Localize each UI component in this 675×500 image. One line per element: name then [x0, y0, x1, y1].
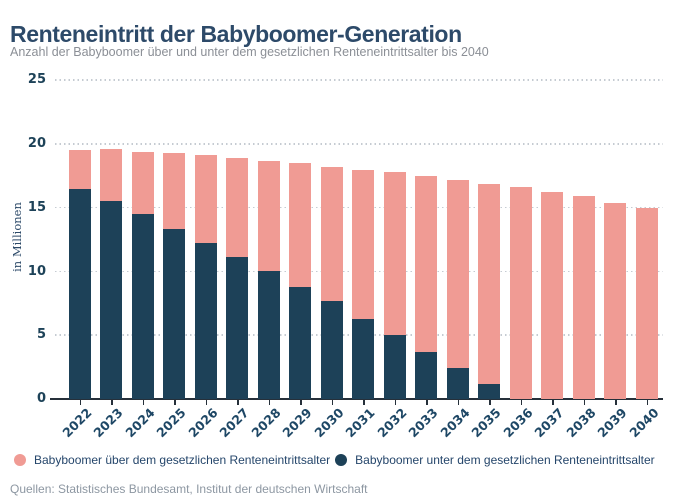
y-tick-label-10: 10 [27, 263, 46, 279]
bar-segment-over-2030 [320, 166, 343, 301]
bar-segment-over-2023 [100, 149, 122, 202]
bar-segment-over-2032 [383, 172, 406, 336]
bar-2031 [352, 169, 374, 400]
bar-segment-over-2033 [415, 175, 437, 352]
bar-segment-under-2026 [194, 243, 217, 399]
bar-segment-over-2027 [226, 158, 248, 258]
bar-segment-over-2026 [194, 155, 217, 244]
bar-segment-over-2022 [68, 150, 91, 189]
x-tick-2025 [174, 399, 176, 405]
bar-2035 [478, 183, 500, 399]
bar-2023 [100, 149, 122, 399]
x-tick-2023 [111, 399, 113, 405]
bar-2029 [289, 163, 311, 399]
bar-2040 [635, 207, 658, 399]
bar-segment-under-2022 [68, 188, 91, 399]
source-note: Quellen: Statistisches Bundesamt, Instit… [10, 482, 368, 496]
x-tick-2024 [142, 399, 144, 405]
x-tick-2027 [237, 399, 239, 405]
x-tick-2036 [520, 399, 522, 405]
x-tick-2040 [646, 399, 648, 405]
x-tick-2034 [457, 399, 459, 405]
bar-2025 [163, 152, 185, 399]
bar-segment-under-2028 [257, 271, 280, 399]
bar-2033 [415, 175, 437, 399]
x-tick-2035 [489, 399, 491, 405]
legend-swatch-over-icon [14, 454, 26, 466]
bar-segment-under-2031 [352, 318, 374, 399]
bar-segment-over-2036 [509, 187, 532, 399]
legend-item-over: Babyboomer über dem gesetzlichen Rentene… [14, 453, 330, 467]
bar-segment-under-2027 [226, 257, 248, 399]
x-tick-2032 [394, 399, 396, 405]
x-tick-2038 [583, 399, 585, 405]
bar-2039 [604, 202, 626, 399]
x-tick-2031 [363, 399, 365, 405]
bar-segment-under-2024 [131, 214, 154, 399]
bar-segment-under-2030 [320, 300, 343, 399]
legend-swatch-under-icon [335, 454, 348, 466]
bar-segment-under-2034 [446, 368, 469, 399]
bar-segment-over-2037 [541, 192, 563, 399]
bar-2032 [383, 172, 406, 399]
legend-item-under: Babyboomer unter dem gesetzlichen Renten… [335, 453, 655, 467]
chart-title: Renteneintritt der Babyboomer-Generation [10, 21, 462, 48]
x-tick-2039 [615, 399, 617, 405]
bar-2038 [572, 196, 595, 399]
x-tick-2029 [300, 399, 302, 405]
y-tick-label-25: 25 [27, 72, 46, 88]
legend: Babyboomer über dem gesetzlichen Rentene… [14, 452, 669, 468]
legend-label-over: Babyboomer über dem gesetzlichen Rentene… [34, 453, 331, 467]
bar-segment-over-2029 [289, 163, 311, 287]
bar-segment-under-2023 [100, 201, 122, 399]
x-tick-2033 [426, 399, 428, 405]
bar-segment-over-2031 [352, 169, 374, 319]
bar-2034 [446, 179, 469, 399]
bar-2027 [226, 158, 248, 399]
x-tick-2030 [331, 399, 333, 405]
legend-label-under: Babyboomer unter dem gesetzlichen Renten… [355, 453, 655, 467]
bar-2026 [194, 155, 217, 399]
bar-2024 [131, 151, 154, 399]
bar-segment-over-2038 [572, 196, 595, 399]
y-tick-label-0: 0 [36, 391, 46, 406]
x-tick-2037 [552, 399, 554, 405]
bar-segment-under-2033 [415, 351, 437, 399]
bar-segment-over-2025 [163, 152, 185, 230]
x-tick-2022 [79, 399, 81, 405]
bar-2028 [257, 160, 280, 399]
gridline-25 [55, 79, 663, 81]
bar-segment-over-2039 [604, 202, 626, 399]
bar-segment-under-2025 [163, 229, 185, 399]
bar-segment-over-2034 [446, 179, 469, 369]
chart-subtitle: Anzahl der Babyboomer über und unter dem… [10, 45, 489, 59]
gridline-20 [55, 143, 663, 145]
bar-segment-over-2028 [257, 160, 280, 272]
y-tick-label-20: 20 [27, 136, 46, 151]
bar-segment-under-2029 [289, 286, 311, 399]
bar-2030 [320, 166, 343, 399]
bar-segment-over-2040 [635, 207, 658, 399]
bar-segment-under-2032 [383, 335, 406, 399]
bar-segment-under-2035 [478, 383, 500, 399]
bar-segment-over-2024 [131, 151, 154, 215]
x-tick-2028 [268, 399, 270, 405]
bar-2036 [509, 187, 532, 399]
x-tick-2026 [205, 399, 207, 405]
bar-2022 [68, 150, 91, 399]
y-tick-label-5: 5 [36, 327, 46, 343]
y-tick-label-15: 15 [27, 199, 46, 215]
bar-2037 [541, 192, 563, 399]
bar-segment-over-2035 [478, 183, 500, 384]
